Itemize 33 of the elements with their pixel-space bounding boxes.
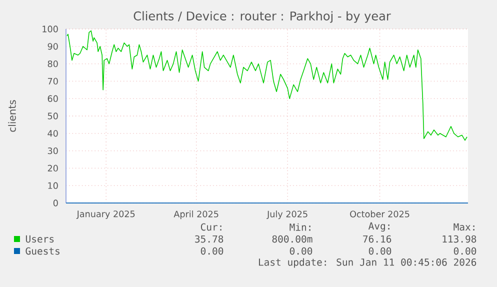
y-tick-label: 80 — [48, 60, 58, 68]
text: 0.00 — [454, 247, 476, 255]
y-axis-title: clients — [8, 100, 16, 132]
y-tick-label: 50 — [48, 112, 58, 120]
text: Avg: — [368, 222, 390, 232]
y-tick-label: 10 — [48, 182, 58, 189]
y-tick-label: 40 — [48, 130, 58, 137]
text: Max: — [454, 223, 474, 231]
y-tick-label: 90 — [48, 43, 58, 50]
legend-label: Guests — [26, 247, 60, 255]
x-tick-label: January 2025 — [76, 210, 135, 219]
text: 76.16 — [363, 235, 392, 243]
text: 0.00 — [290, 247, 312, 255]
y-tick-label: 100 — [42, 26, 58, 32]
y-tick-label: 0 — [53, 200, 58, 206]
y-tick-label: 20 — [48, 164, 58, 172]
text: Last update: Sun Jan 11 00:45:06 2026 — [258, 258, 476, 268]
y-tick-label: 60 — [48, 95, 58, 102]
x-tick-label: July 2025 — [266, 210, 308, 220]
x-tick-label: April 2025 — [174, 210, 218, 220]
legend-label: Users — [26, 235, 54, 243]
y-tick-label: 70 — [48, 78, 58, 85]
text: Cur: — [200, 223, 222, 231]
line-series — [66, 30, 468, 141]
text: 0.00 — [368, 247, 392, 255]
text: 113.98 — [442, 235, 476, 243]
x-tick-label: October 2025 — [350, 210, 410, 218]
text: Min: — [290, 223, 310, 231]
chart-title: Clients / Device : router : Parkhoj - by year — [134, 11, 391, 23]
text: 35.78 — [195, 235, 224, 243]
y-tick-label: 30 — [48, 147, 58, 154]
text: 0.00 — [200, 247, 224, 255]
text: 800.00m — [272, 235, 312, 243]
